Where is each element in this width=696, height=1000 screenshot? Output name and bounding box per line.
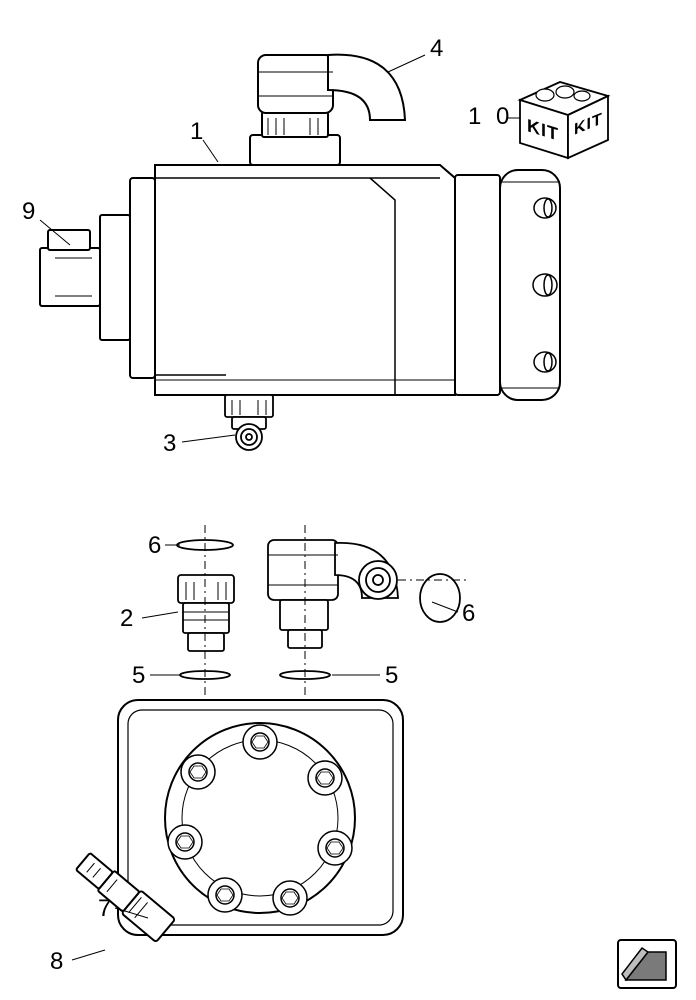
callout-5a: 5 [132,662,145,690]
callout-1: 1 [190,118,203,146]
page-nav-icon[interactable] [618,940,676,988]
callout-3: 3 [163,430,176,458]
callout-8: 8 [50,948,63,976]
callout-2: 2 [120,605,133,633]
flange-block [73,700,403,942]
exploded-fittings [177,525,470,700]
callout-7: 7 [98,895,111,923]
callout-6a: 6 [148,532,161,560]
callout-9: 9 [22,198,35,226]
callout-5b: 5 [385,662,398,690]
callout-10: 1 0 [468,103,513,131]
callout-4: 4 [430,35,443,63]
technical-diagram [0,0,696,1000]
callout-6b: 6 [462,600,475,628]
